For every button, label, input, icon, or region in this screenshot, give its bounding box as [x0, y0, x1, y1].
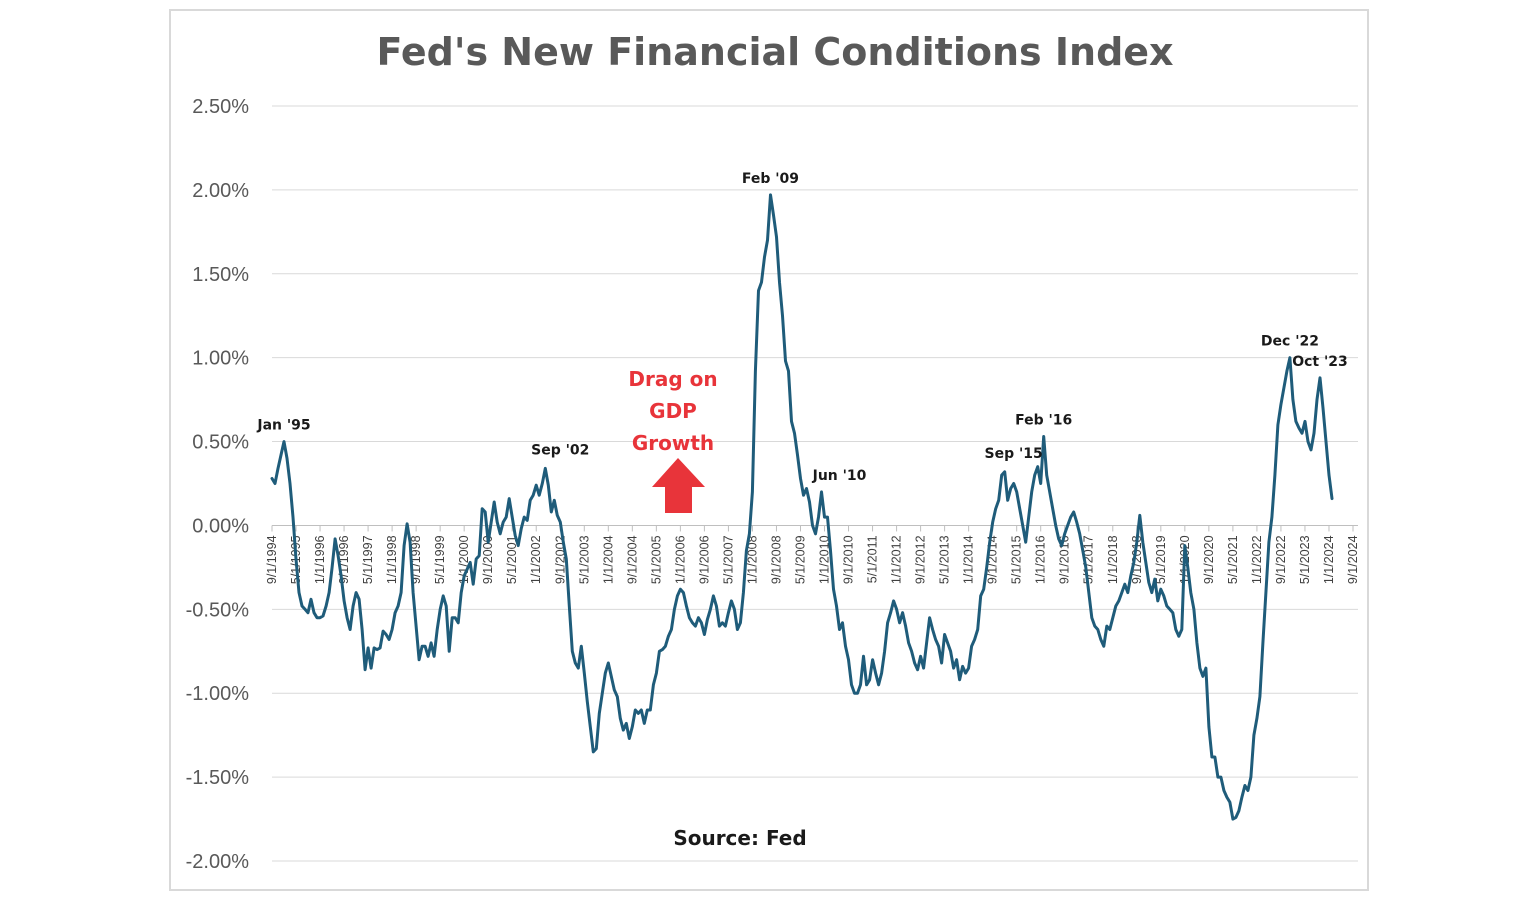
x-tick-label: 5/1/2009 — [793, 535, 807, 584]
source-note: Source: Fed — [673, 826, 806, 850]
x-tick-label: 1/1/2004 — [601, 535, 615, 584]
x-tick-label: 5/1/2019 — [1154, 535, 1168, 584]
x-tick-label: 1/1/2008 — [745, 535, 759, 584]
x-tick-label: 5/1/2007 — [721, 535, 735, 584]
annotation-label: Oct '23 — [1292, 354, 1348, 370]
y-tick-label: -1.50% — [186, 767, 250, 789]
annotation-label: Sep '15 — [985, 446, 1043, 462]
up-arrow-icon — [652, 458, 705, 513]
x-tick-label: 9/1/2006 — [697, 535, 711, 584]
x-tick-label: 1/1/2014 — [962, 535, 976, 584]
annotation-label: Feb '09 — [742, 171, 799, 187]
x-tick-label: 5/1/2005 — [649, 535, 663, 584]
x-tick-label: 1/1/2000 — [457, 535, 471, 584]
y-tick-label: 0.50% — [192, 432, 249, 454]
callout-line-1: Drag on — [628, 367, 717, 391]
x-tick-label: 5/1/1999 — [433, 535, 447, 584]
x-tick-label: 9/1/1994 — [265, 535, 279, 584]
y-tick-label: 1.00% — [192, 348, 249, 370]
x-tick-label: 5/1/2015 — [1010, 535, 1024, 584]
drag-callout: Drag on GDP Growth — [628, 367, 718, 513]
x-tick-label: 1/1/2006 — [673, 535, 687, 584]
series-group — [270, 193, 1334, 821]
y-tick-label: -0.50% — [186, 599, 250, 621]
annotation-label: Jun '10 — [812, 468, 867, 484]
annotation-label: Dec '22 — [1261, 334, 1319, 350]
x-tick-label: 9/1/2020 — [1202, 535, 1216, 584]
x-tick-label: 9/1/2018 — [1130, 535, 1144, 584]
x-tick-label: 1/1/2010 — [818, 535, 832, 584]
x-tick-label: 1/1/2022 — [1250, 535, 1264, 584]
x-tick-label: 9/1/2016 — [1058, 535, 1072, 584]
x-tick-label: 1/1/2002 — [529, 535, 543, 584]
x-tick-label: 9/1/2010 — [842, 535, 856, 584]
x-tick-label: 9/1/2024 — [1346, 535, 1360, 584]
x-tick-label: 5/1/2001 — [505, 535, 519, 584]
x-tick-label: 1/1/1996 — [313, 535, 327, 584]
x-tick-label: 5/1/2003 — [577, 535, 591, 584]
x-tick-label: 1/1/2016 — [1034, 535, 1048, 584]
y-tick-label: -1.00% — [186, 683, 250, 705]
y-tick-label: 2.50% — [192, 96, 249, 118]
x-tick-label: 9/1/2012 — [914, 535, 928, 584]
x-tick-label: 9/1/2008 — [769, 535, 783, 584]
x-tick-label: 9/1/2004 — [625, 535, 639, 584]
x-tick-label: 9/1/2000 — [481, 535, 495, 584]
callout-line-2: GDP — [649, 399, 697, 423]
y-tick-label: 1.50% — [192, 264, 249, 286]
y-axis-ticks: 2.50% 2.00% 1.50% 1.00% 0.50% 0.00% -0.50% -1.0… — [186, 96, 250, 873]
x-tick-label: 9/1/2022 — [1274, 535, 1288, 584]
x-tick-label: 5/1/2021 — [1226, 535, 1240, 584]
annotations: Jan '95 Sep '02 Feb '09 Jun '10 Sep '15 Feb '… — [256, 171, 1347, 484]
x-tick-label: 5/1/1997 — [361, 535, 375, 584]
y-tick-label: -2.00% — [186, 851, 250, 873]
series-line — [270, 193, 1334, 821]
x-tick-label: 1/1/2012 — [890, 535, 904, 584]
y-tick-label: 2.00% — [192, 180, 249, 202]
y-tick-label: 0.00% — [192, 515, 249, 537]
x-tick-label: 1/1/2018 — [1106, 535, 1120, 584]
x-tick-label: 1/1/1998 — [385, 535, 399, 584]
grid-lines — [272, 105, 1358, 862]
annotation-label: Jan '95 — [256, 418, 310, 434]
chart-title: Fed's New Financial Conditions Index — [376, 30, 1173, 74]
x-tick-label: 5/1/2023 — [1298, 535, 1312, 584]
x-tick-label: 1/1/2024 — [1322, 535, 1336, 584]
annotation-label: Sep '02 — [531, 443, 589, 459]
annotation-label: Feb '16 — [1015, 413, 1072, 429]
callout-line-3: Growth — [632, 431, 714, 455]
x-axis-ticks: 9/1/1994 5/1/1995 1/1/1996 9/1/1996 5/1/1997… — [265, 524, 1360, 584]
x-tick-label: 5/1/2013 — [938, 535, 952, 584]
chart-frame — [169, 9, 1369, 891]
x-tick-label: 5/1/2011 — [866, 535, 880, 583]
